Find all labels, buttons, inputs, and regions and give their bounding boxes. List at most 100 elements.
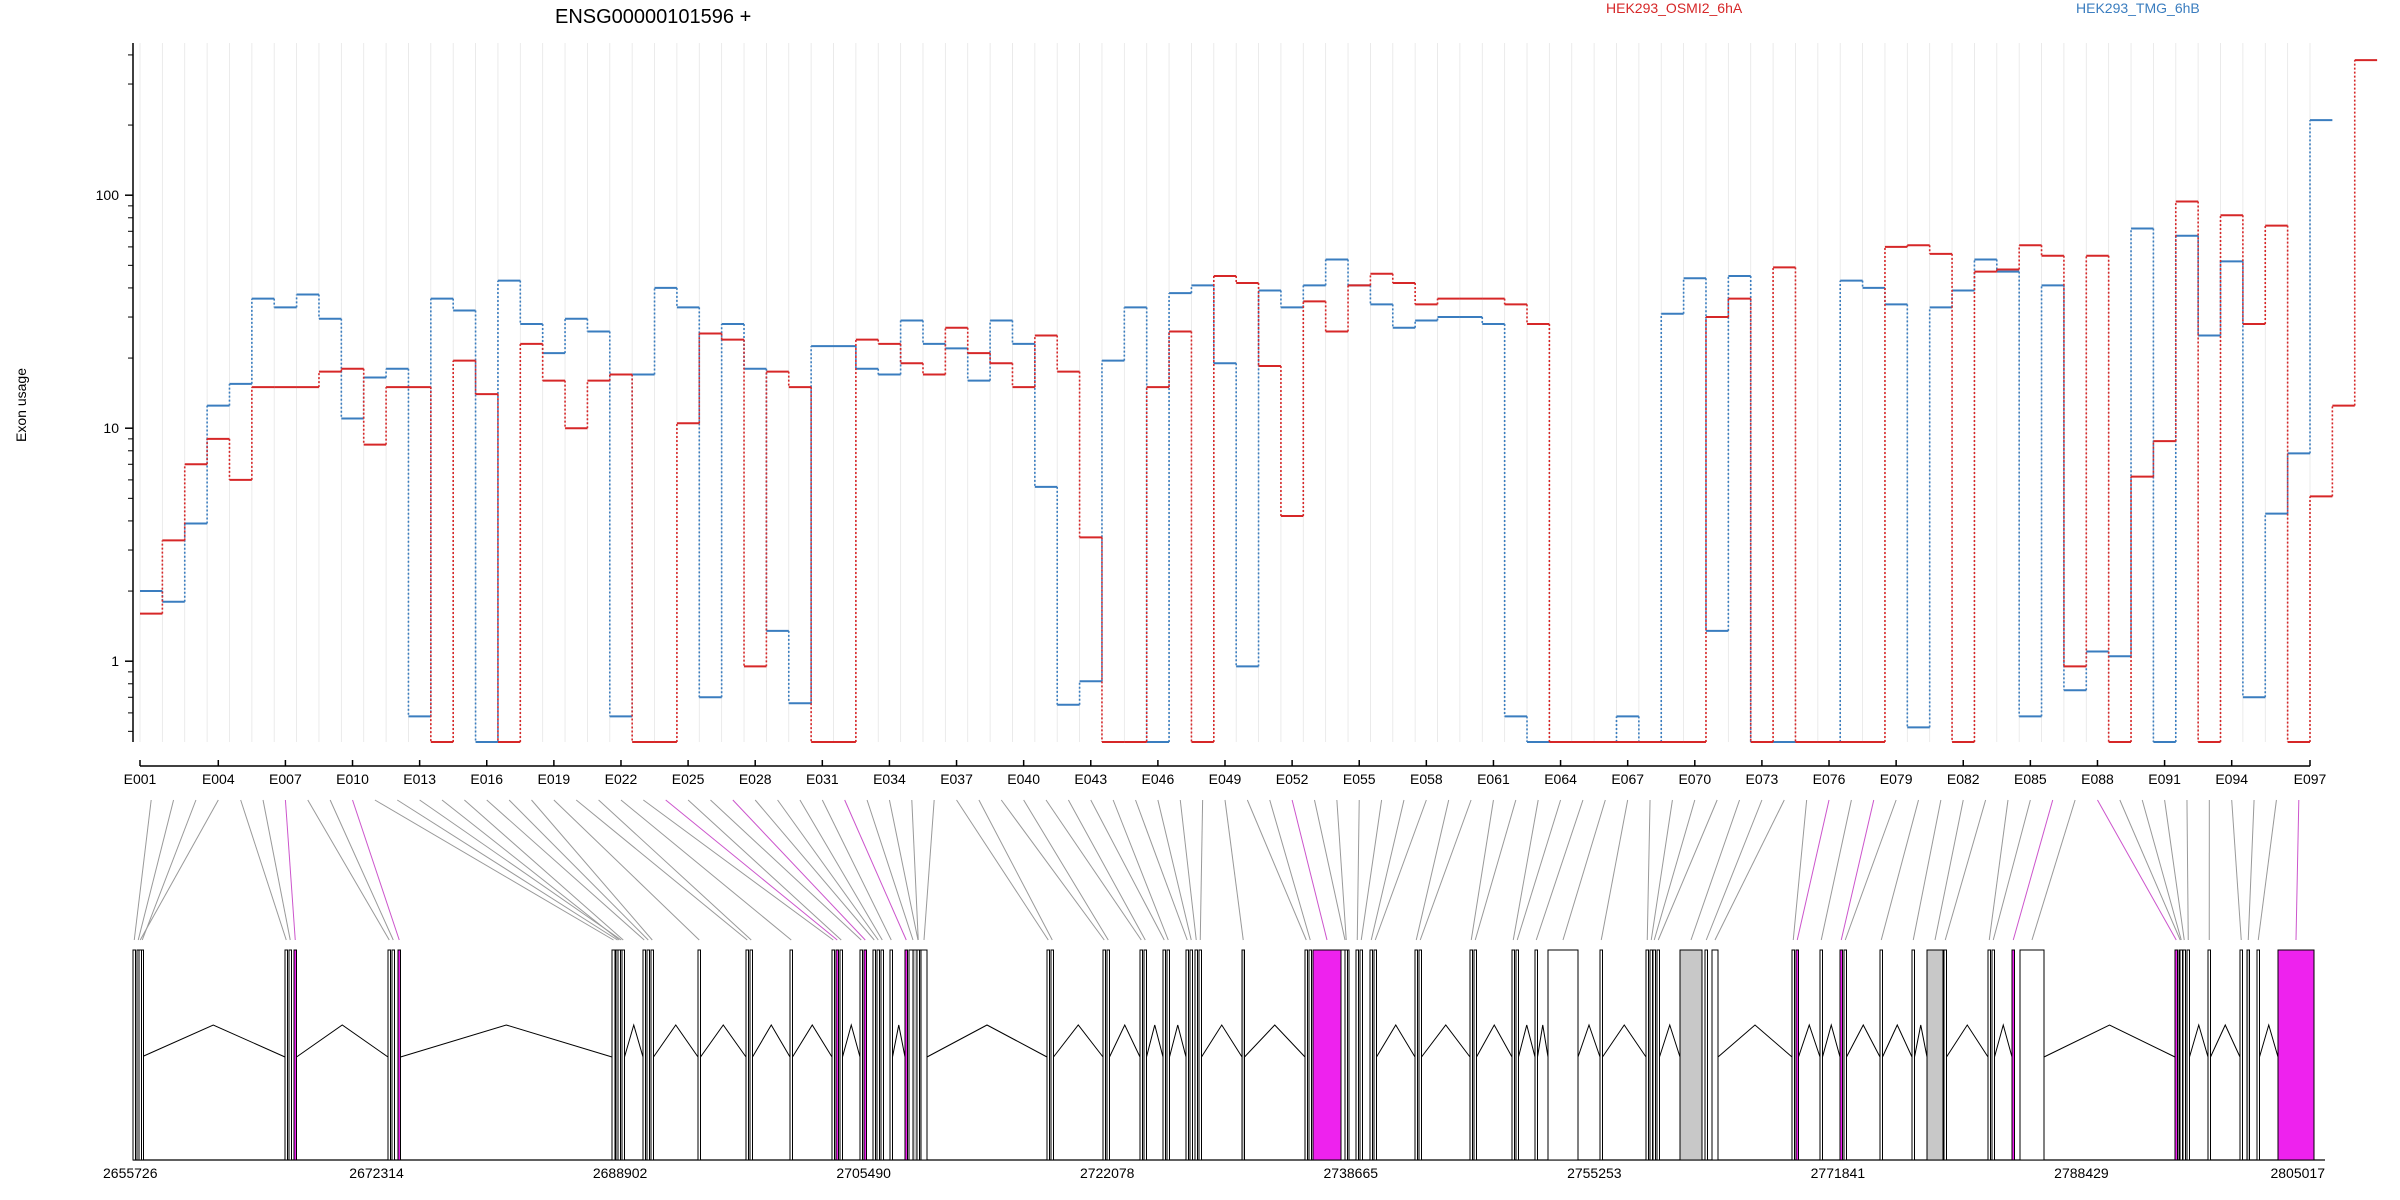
exon-box [642, 949, 646, 1161]
exon-connector [396, 799, 618, 941]
exon-connector [2186, 799, 2189, 941]
exon-connector [956, 799, 1049, 941]
exon-box [1943, 949, 1947, 1161]
intron-line [842, 1023, 861, 1058]
exon-connector [1157, 799, 1192, 941]
exon-connector [2231, 799, 2242, 941]
intron-line [1846, 1023, 1881, 1058]
exon-box [1843, 949, 1847, 1161]
exon-tick-label: E007 [269, 771, 302, 787]
exon-box [1189, 949, 1193, 1161]
exon-tick-label: E040 [1007, 771, 1040, 787]
exon-box [1373, 949, 1377, 1161]
exon-connector [307, 799, 390, 941]
exon-connector [1880, 799, 1919, 941]
exon-connector [1135, 799, 1188, 941]
exon-connector [799, 799, 883, 941]
intron-line [1659, 1023, 1681, 1058]
exon-connector [508, 799, 649, 941]
exon-connector [464, 799, 624, 941]
plot-series [140, 59, 2378, 743]
intron-line [653, 1024, 699, 1058]
exon-box [1839, 949, 1843, 1161]
exon-tick-label: E085 [2014, 771, 2047, 787]
legend-entry-tmg: HEK293_TMG_6hB [2076, 0, 2200, 16]
exon-box [1679, 949, 1703, 1161]
exon-tick-label: E013 [403, 771, 436, 787]
exon-box [293, 949, 297, 1161]
exon-box [1050, 949, 1054, 1161]
exon-tick-label: E031 [806, 771, 839, 787]
exon-box [397, 949, 401, 1161]
exon-tick-label: E067 [1611, 771, 1644, 787]
exon-connector [1090, 799, 1165, 941]
exon-connector [1657, 799, 1718, 941]
exon-connector [1844, 799, 1897, 941]
exon-box [859, 949, 863, 1161]
exon-box [904, 949, 908, 1161]
exon-connector [1045, 799, 1142, 941]
exon-connector [1988, 799, 2009, 941]
exon-box [2246, 949, 2250, 1161]
exon-box [1599, 949, 1603, 1161]
exon-connector [1415, 799, 1450, 941]
exon-box [2207, 949, 2211, 1161]
exon-box [1241, 949, 1245, 1161]
genomic-coordinate-label: 2738665 [1324, 1165, 1379, 1181]
exon-tick-label: E001 [124, 771, 157, 787]
y-tick-label: 100 [96, 187, 120, 203]
exon-connector [1470, 799, 1494, 941]
exon-connector [1792, 799, 1808, 941]
exon-box [1547, 949, 1579, 1161]
exon-connector [2141, 799, 2182, 941]
exon-tick-label: E010 [336, 771, 369, 787]
exon-tick-label: E070 [1678, 771, 1711, 787]
exon-box [1143, 949, 1147, 1161]
exon-connector [1313, 799, 1346, 941]
exon-connector [2257, 799, 2277, 941]
genomic-coordinate-label: 2771841 [1811, 1165, 1866, 1181]
genomic-coordinate-label: 2688902 [593, 1165, 648, 1181]
exon-connector [1419, 799, 1472, 941]
exon-tick-label: E088 [2081, 771, 2114, 787]
intron-line [926, 1024, 1048, 1058]
exon-connector [1112, 799, 1169, 941]
intron-line [1146, 1024, 1164, 1058]
intron-line [1518, 1024, 1536, 1058]
exon-box [1926, 949, 1944, 1161]
genomic-coordinate-label: 2672314 [349, 1165, 404, 1181]
intron-line [1946, 1024, 1989, 1058]
exon-box [138, 949, 142, 1161]
exon-connector [1600, 799, 1629, 941]
exon-tick-label: E064 [1544, 771, 1577, 787]
exon-box [1166, 949, 1170, 1161]
exon-connector [374, 799, 614, 941]
exon-connector [1067, 799, 1146, 941]
exon-connector [620, 799, 792, 941]
exon-box [872, 949, 876, 1161]
intron-line [296, 1024, 389, 1058]
exon-box [2019, 949, 2045, 1161]
exon-box [1139, 949, 1143, 1161]
exon-tick-label: E043 [1074, 771, 1107, 787]
exon-box [889, 949, 893, 1161]
genomic-coordinate-label: 2655726 [103, 1165, 158, 1181]
exon-box [1185, 949, 1189, 1161]
exon-box [650, 949, 654, 1161]
exon-connector [575, 799, 748, 941]
exon-box [1711, 949, 1719, 1161]
exon-connector [911, 799, 919, 941]
exon-box [831, 949, 835, 1161]
genomic-coordinate-label: 2755253 [1567, 1165, 1622, 1181]
exon-box [1194, 949, 1198, 1161]
exon-box [1987, 949, 1991, 1161]
exon-box [1469, 949, 1473, 1161]
exon-connector [329, 799, 394, 941]
exon-box [745, 949, 749, 1161]
exon-box [749, 949, 753, 1161]
exon-tick-label: E025 [672, 771, 705, 787]
exon-connector [1653, 799, 1696, 941]
exon-connector [139, 799, 219, 941]
exon-connector [2031, 799, 2076, 941]
